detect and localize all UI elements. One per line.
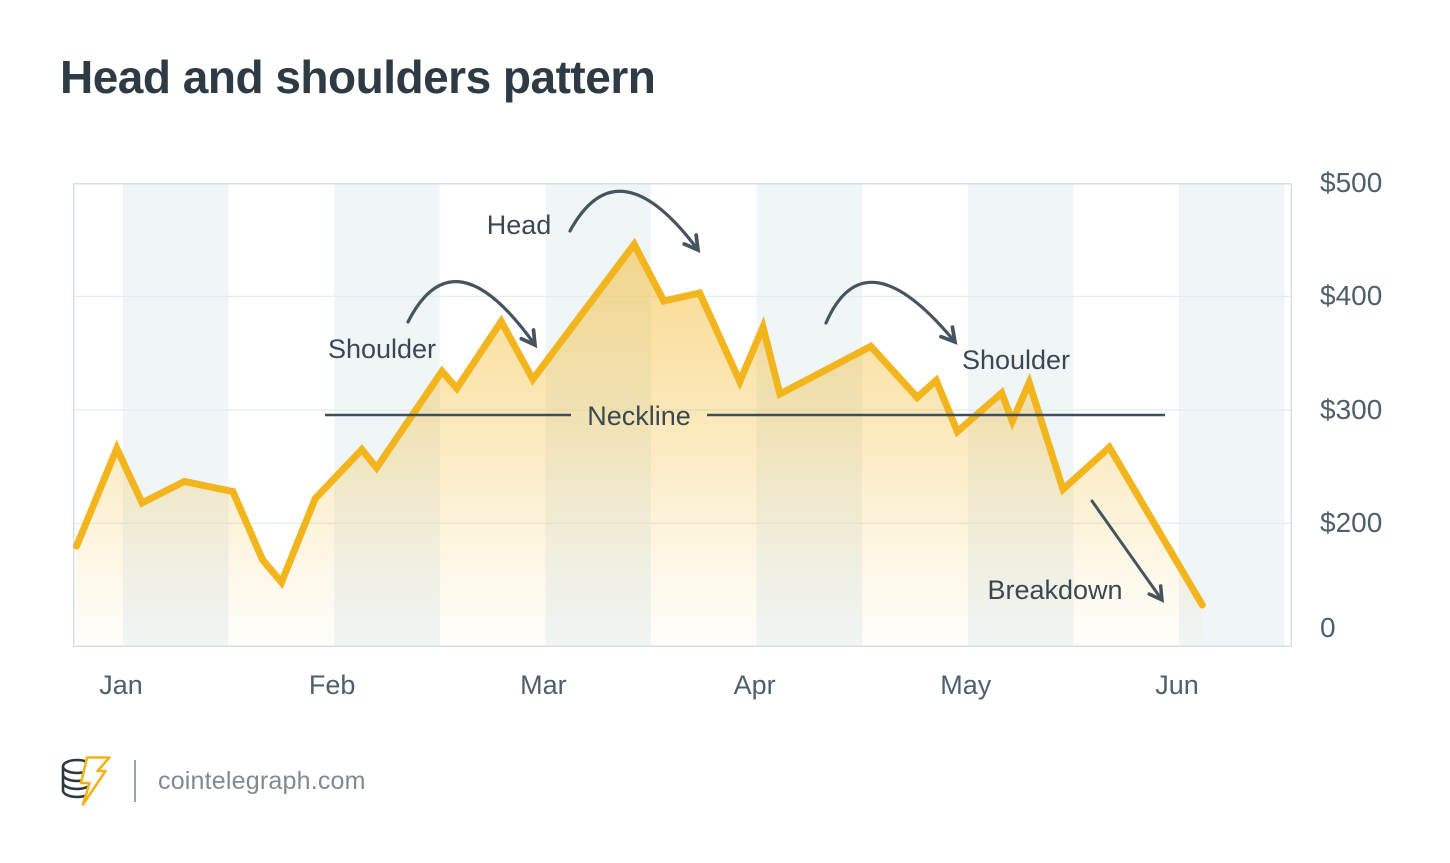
neckline-label: Neckline [587,401,691,431]
annotation-breakdown-label: Breakdown [987,575,1122,605]
price-chart-plot: Neckline Shoulder Head Shoulder Breakdown [73,183,1292,647]
footer-site-label: cointelegraph.com [158,766,366,795]
x-axis-label-jun: Jun [1155,670,1199,700]
footer: cointelegraph.com [58,750,366,812]
y-axis-label-0: 0 [1320,612,1336,643]
annotation-shoulder-right-label: Shoulder [962,345,1070,375]
month-stripe [1179,183,1285,647]
annotation-shoulder-left-label: Shoulder [328,334,436,364]
breakdown-arrow [1090,499,1165,603]
cointelegraph-logo-icon [61,756,111,806]
x-axis-label-jan: Jan [99,670,143,700]
y-axis-label-200: $200 [1320,507,1383,539]
page-title: Head and shoulders pattern [60,51,656,103]
x-axis-label-may: May [940,670,992,700]
head-and-shoulders-chart: Neckline Shoulder Head Shoulder Breakdown [73,183,1292,647]
price-line [73,237,1206,609]
x-axis: Jan Feb Mar Apr May Jun [73,670,1292,712]
price-area [76,244,1203,647]
x-axis-label-mar: Mar [520,670,567,700]
y-axis-label-300: $300 [1320,393,1383,425]
footer-divider [134,760,136,802]
y-axis: $500 $400 $300 $200 0 [1320,167,1445,653]
x-axis-label-feb: Feb [308,670,356,700]
head-arrow [568,189,701,254]
y-axis-label-500: $500 [1320,167,1383,198]
shoulder-right-arrow [824,280,958,345]
annotation-head-label: Head [487,210,552,240]
y-axis-label-400: $400 [1320,280,1383,312]
shoulder-left-arrow [406,280,538,349]
x-axis-label-apr: Apr [733,670,776,700]
